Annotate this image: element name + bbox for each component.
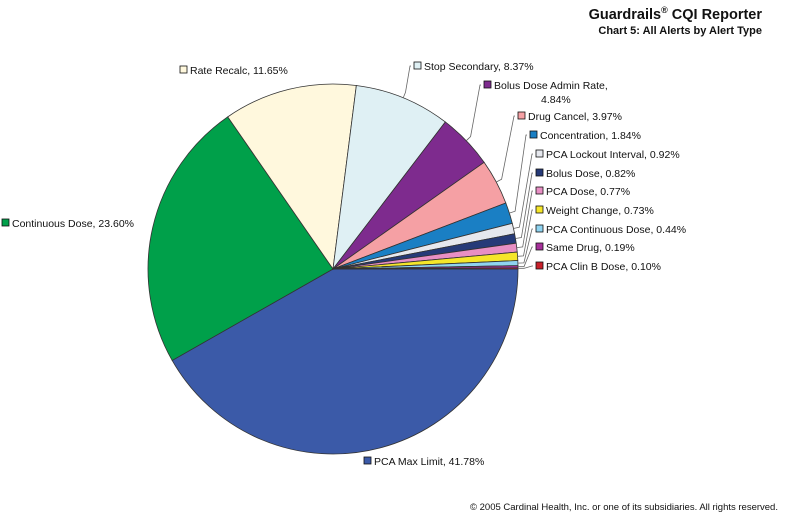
slice-label-concentration: Concentration, 1.84% xyxy=(540,130,641,142)
label-swatch-bolus-dose xyxy=(535,168,544,177)
label-swatch-pca-max-limit xyxy=(363,456,372,465)
label-swatch-bolus-dose-admin-rate xyxy=(483,80,492,89)
slice-label-bolus-dose-admin-rate-value: 4.84% xyxy=(541,94,571,106)
leader-line-stop-secondary xyxy=(402,65,411,99)
report-brand: Guardrails xyxy=(589,7,662,23)
label-swatch-concentration xyxy=(529,130,538,139)
slice-labels: PCA Max Limit, 41.78% Continuous Dose, 23… xyxy=(1,61,686,468)
pie-slice-rate-recalc xyxy=(227,83,357,271)
leader-line-bolus-dose-admin-rate xyxy=(466,84,481,141)
label-swatch-pca-clin-b-dose xyxy=(535,261,544,270)
leader-lines xyxy=(402,65,533,269)
label-swatch-continuous-dose xyxy=(1,218,10,227)
label-swatch-pca-lockout-interval xyxy=(535,149,544,158)
leader-line-drug-cancel xyxy=(496,115,515,183)
copyright-text: © 2005 Cardinal Health, Inc. or one of i… xyxy=(470,502,778,513)
slice-label-continuous-dose: Continuous Dose, 23.60% xyxy=(12,218,134,230)
slice-label-bolus-dose: Bolus Dose, 0.82% xyxy=(546,168,635,180)
chart-title: Chart 5: All Alerts by Alert Type xyxy=(598,25,762,37)
report-title: Guardrails® CQI Reporter xyxy=(589,5,763,23)
slice-label-pca-clin-b-dose: PCA Clin B Dose, 0.10% xyxy=(546,261,661,273)
leader-line-pca-clin-b-dose xyxy=(518,265,533,269)
pie-slices xyxy=(147,83,519,455)
slice-label-pca-continuous-dose: PCA Continuous Dose, 0.44% xyxy=(546,224,686,236)
slice-label-drug-cancel: Drug Cancel, 3.97% xyxy=(528,111,622,123)
slice-label-pca-dose: PCA Dose, 0.77% xyxy=(546,186,630,198)
slice-label-bolus-dose-admin-rate: Bolus Dose Admin Rate, xyxy=(494,80,608,92)
pie-slice-stop-secondary xyxy=(332,85,446,271)
report-brand-suffix: CQI Reporter xyxy=(668,7,763,23)
label-swatch-pca-dose xyxy=(535,186,544,195)
leader-line-weight-change xyxy=(517,209,533,257)
label-swatch-drug-cancel xyxy=(517,111,526,120)
label-swatch-rate-recalc xyxy=(179,65,188,74)
leader-line-same-drug xyxy=(518,246,533,268)
slice-label-rate-recalc: Rate Recalc, 11.65% xyxy=(190,65,288,77)
registered-mark: ® xyxy=(661,5,668,15)
pie-slice-pca-max-limit xyxy=(171,268,519,455)
leader-line-concentration xyxy=(509,134,527,214)
leader-line-pca-continuous-dose xyxy=(517,228,533,264)
slice-label-stop-secondary: Stop Secondary, 8.37% xyxy=(424,61,534,73)
leader-line-pca-lockout-interval xyxy=(513,153,533,229)
pie-slice-continuous-dose xyxy=(147,116,334,361)
label-swatch-stop-secondary xyxy=(413,61,422,70)
slice-label-pca-max-limit: PCA Max Limit, 41.78% xyxy=(374,456,484,468)
label-swatch-weight-change xyxy=(535,205,544,214)
slice-label-pca-lockout-interval: PCA Lockout Interval, 0.92% xyxy=(546,149,680,161)
slice-label-weight-change: Weight Change, 0.73% xyxy=(546,205,654,217)
slice-label-same-drug: Same Drug, 0.19% xyxy=(546,242,635,254)
leader-line-pca-dose xyxy=(516,190,533,248)
label-swatch-same-drug xyxy=(535,242,544,251)
leader-line-bolus-dose xyxy=(515,172,533,239)
label-swatch-pca-continuous-dose xyxy=(535,224,544,233)
